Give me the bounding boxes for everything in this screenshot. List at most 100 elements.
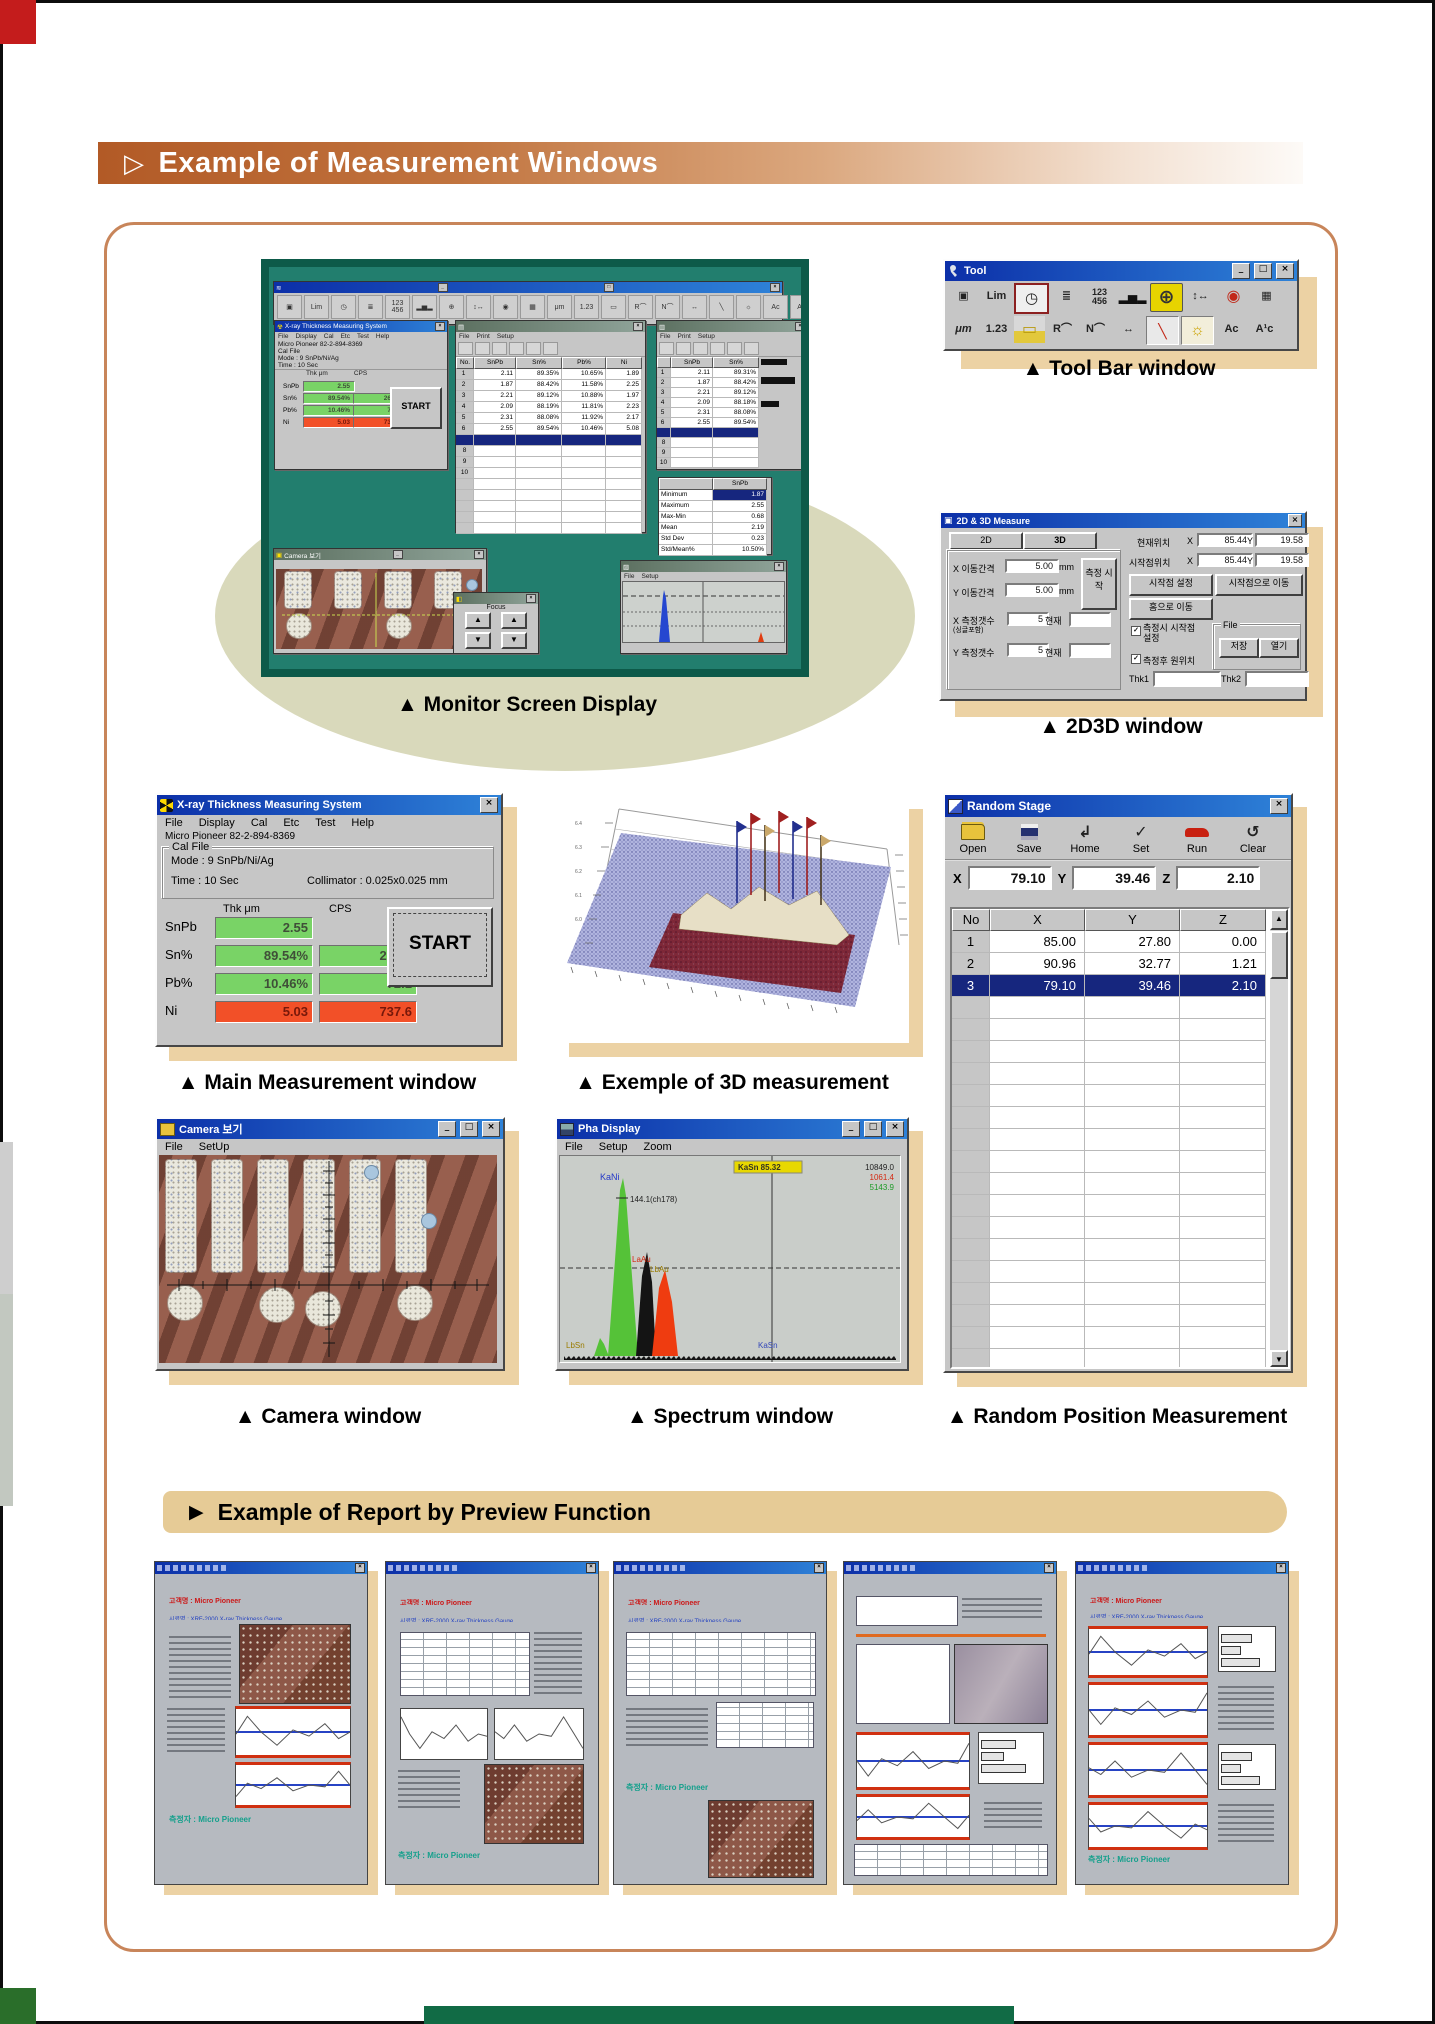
table-row[interactable]: 2.10 <box>1180 975 1266 997</box>
cell[interactable]: 5 <box>657 408 671 418</box>
target-icon[interactable]: ⊕ <box>439 295 464 319</box>
table-row[interactable] <box>952 1327 990 1349</box>
cell[interactable] <box>516 501 562 512</box>
table-row[interactable] <box>1085 1239 1180 1261</box>
limit-icon[interactable]: Lim <box>304 295 329 319</box>
cell[interactable]: 10.46% <box>562 424 606 435</box>
cell[interactable] <box>516 468 562 479</box>
cell[interactable]: 2.21 <box>671 388 713 398</box>
report-titlebar[interactable]: × <box>386 1562 598 1574</box>
close-icon[interactable]: × <box>482 1121 500 1137</box>
set-start-button[interactable]: 시작점 설정 <box>1129 574 1213 596</box>
cell[interactable]: 2.11 <box>671 368 713 378</box>
cell[interactable]: 2.17 <box>606 413 642 424</box>
table-row[interactable]: 90.96 <box>990 953 1085 975</box>
width-icon[interactable]: ↔ <box>682 295 707 319</box>
menu-item-file[interactable]: File <box>278 333 289 340</box>
cell[interactable]: 2.21 <box>474 391 516 402</box>
menu-item-help[interactable]: Help <box>375 333 390 340</box>
table-row[interactable]: 0.00 <box>1180 931 1266 953</box>
coord-input-x[interactable]: 79.10 <box>967 866 1052 890</box>
tool-icon[interactable] <box>676 342 691 355</box>
cell[interactable] <box>671 458 713 468</box>
column-header[interactable]: Pb% <box>562 357 606 369</box>
close-icon[interactable]: × <box>355 1563 365 1573</box>
menu-item-print[interactable]: Print <box>677 333 691 340</box>
close-icon[interactable]: × <box>814 1563 824 1573</box>
y-count-input[interactable]: 5 <box>1007 643 1049 657</box>
minimize-icon[interactable]: _ <box>842 1121 860 1137</box>
table-row[interactable] <box>990 1217 1085 1239</box>
table-row[interactable] <box>1180 1217 1266 1239</box>
column-header[interactable]: Sn% <box>713 357 759 368</box>
table-row[interactable] <box>1085 1063 1180 1085</box>
close-icon[interactable]: × <box>480 797 498 813</box>
n-curve-icon[interactable]: N⌒ <box>655 295 680 319</box>
menu-item-cal[interactable]: Cal <box>323 333 334 340</box>
cell[interactable] <box>606 479 642 490</box>
cell[interactable]: 2.31 <box>474 413 516 424</box>
tool-icon[interactable] <box>543 342 558 355</box>
start-button[interactable]: START <box>387 907 493 987</box>
table-row[interactable] <box>952 997 990 1019</box>
focus-down-button[interactable]: ▼ <box>501 632 527 649</box>
menu-item-setup[interactable]: Setup <box>697 333 715 340</box>
cell[interactable] <box>474 479 516 490</box>
report-preview[interactable]: × 고객명 : Micro Pioneer 시료명 : XRF-2000 X-ray… <box>1075 1561 1289 1885</box>
save-button[interactable]: 저장 <box>1219 638 1259 658</box>
report-titlebar[interactable]: × <box>155 1562 367 1574</box>
table-row[interactable] <box>990 1041 1085 1063</box>
table-row[interactable]: 3 <box>952 975 990 997</box>
cell[interactable] <box>516 457 562 468</box>
menu-item-help[interactable]: Help <box>351 817 375 829</box>
table-row[interactable] <box>1085 1305 1180 1327</box>
table-row[interactable]: 1 <box>952 931 990 953</box>
maximize-icon[interactable]: □ <box>460 1121 478 1137</box>
menu-item-cal[interactable]: Cal <box>250 817 268 829</box>
cell[interactable] <box>606 501 642 512</box>
table-row[interactable] <box>1085 1327 1180 1349</box>
table-row[interactable] <box>952 1063 990 1085</box>
table-row[interactable] <box>952 1019 990 1041</box>
toolbar-clear-button[interactable]: ↺ Clear <box>1227 821 1279 855</box>
table-row[interactable] <box>952 1283 990 1305</box>
menu-item-setup[interactable]: Setup <box>496 333 514 340</box>
cell[interactable]: 6 <box>657 418 671 428</box>
tool-icon[interactable] <box>659 342 674 355</box>
toolbar-save-button[interactable]: Save <box>1003 821 1055 855</box>
table-row[interactable] <box>952 1151 990 1173</box>
table-row[interactable]: 85.00 <box>990 931 1085 953</box>
table-row[interactable] <box>1180 997 1266 1019</box>
cell[interactable] <box>606 512 642 523</box>
cell[interactable]: 11.92% <box>562 413 606 424</box>
cell[interactable]: 89.31% <box>713 368 759 378</box>
cell[interactable]: 4 <box>456 402 474 413</box>
menu-item-file[interactable]: File <box>165 817 183 829</box>
table-row[interactable] <box>952 1085 990 1107</box>
table-row[interactable] <box>1180 1085 1266 1107</box>
cell[interactable] <box>562 501 606 512</box>
close-icon[interactable]: × <box>1276 1563 1286 1573</box>
toolbar-set-button[interactable]: ✓ Set <box>1115 821 1167 855</box>
limit-icon[interactable]: Lim <box>986 290 1007 302</box>
table-row[interactable] <box>990 1063 1085 1085</box>
minimize-icon[interactable]: _ <box>392 550 403 559</box>
cell[interactable]: 2 <box>657 378 671 388</box>
report-titlebar[interactable]: × <box>844 1562 1056 1574</box>
table-row[interactable] <box>952 1129 990 1151</box>
lamp-icon[interactable]: ☼ <box>736 295 761 319</box>
maximize-icon[interactable]: □ <box>864 1121 882 1137</box>
cell[interactable]: 1.87 <box>474 380 516 391</box>
menu-item-file[interactable]: File <box>660 333 671 340</box>
width-icon[interactable]: ↔ <box>1123 323 1134 335</box>
maximize-icon[interactable]: □ <box>1254 263 1272 279</box>
cell[interactable] <box>456 501 474 512</box>
report-preview[interactable]: × <box>843 1561 1057 1885</box>
table-row[interactable] <box>1180 1283 1266 1305</box>
mini-right-titlebar[interactable]: ▥ × <box>657 321 801 332</box>
table-row[interactable] <box>990 1107 1085 1129</box>
file-open-icon[interactable]: ▭ <box>601 295 626 319</box>
table-row[interactable] <box>1180 1349 1266 1367</box>
grid-icon[interactable]: ▦ <box>520 295 545 319</box>
column-header[interactable]: SnPb <box>671 357 713 368</box>
